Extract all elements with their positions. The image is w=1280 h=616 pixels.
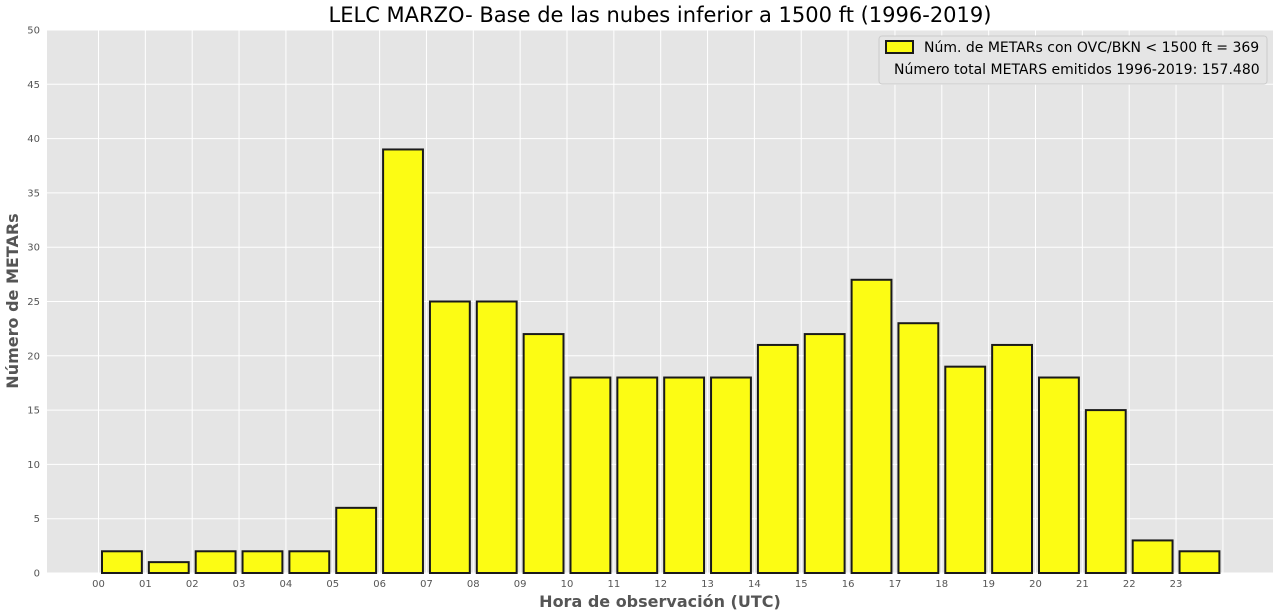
bar [663, 376, 706, 574]
x-tick-label: 11 [607, 579, 620, 590]
x-tick-label: 00 [92, 579, 105, 590]
x-tick-label: 18 [935, 579, 948, 590]
x-tick-label: 02 [186, 579, 199, 590]
legend-note: Número total METARS emitidos 1996-2019: … [894, 62, 1260, 78]
legend-series-label: Núm. de METARs con OVC/BKN < 1500 ft = 3… [924, 40, 1259, 56]
bar [944, 365, 987, 574]
x-tick-label: 22 [1123, 579, 1136, 590]
x-tick-label: 16 [842, 579, 855, 590]
x-tick-label: 17 [889, 579, 902, 590]
bar [1084, 409, 1127, 574]
bar [1178, 550, 1221, 575]
y-tick-label: 40 [27, 134, 40, 145]
x-axis-ticks: 00 01 02 03 04 05 06 07 08 09 10 11 12 13 14 15 16 17 18 19… [92, 579, 1182, 590]
bar [756, 343, 799, 574]
x-tick-label: 21 [1076, 579, 1089, 590]
legend-frame [878, 35, 1268, 85]
legend-swatch [885, 40, 914, 54]
bar [241, 550, 284, 575]
bar [850, 278, 893, 574]
x-tick-label: 09 [514, 579, 527, 590]
y-tick-label: 5 [34, 514, 40, 525]
bar [897, 322, 940, 574]
bar [475, 300, 518, 574]
y-tick-label: 20 [27, 351, 40, 362]
x-tick-label: 10 [561, 579, 574, 590]
y-tick-label: 45 [27, 80, 40, 91]
y-tick-label: 10 [27, 460, 40, 471]
x-tick-label: 01 [139, 579, 152, 590]
bar [147, 561, 190, 575]
x-tick-label: 23 [1170, 579, 1183, 590]
grid-lines [47, 29, 1273, 574]
x-tick-label: 06 [373, 579, 386, 590]
bar [101, 550, 143, 575]
x-tick-label: 08 [467, 579, 480, 590]
x-tick-label: 05 [326, 579, 339, 590]
x-tick-label: 07 [420, 579, 433, 590]
x-tick-label: 13 [701, 579, 714, 590]
x-tick-label: 04 [280, 579, 293, 590]
x-tick-label: 14 [748, 579, 761, 590]
y-tick-label: 25 [27, 297, 40, 308]
bar [335, 506, 378, 574]
bar [288, 550, 331, 575]
y-tick-label: 50 [27, 26, 40, 37]
x-tick-label: 20 [1029, 579, 1042, 590]
bar [710, 376, 752, 574]
bar [616, 376, 659, 574]
y-axis-ticks: 0 5 10 15 20 25 30 35 40 45 50 [27, 26, 40, 580]
y-tick-label: 35 [27, 188, 40, 199]
y-axis-label: Número de METARs [3, 213, 22, 388]
y-tick-label: 30 [27, 243, 40, 254]
y-tick-label: 0 [34, 569, 40, 580]
bars [101, 148, 1221, 575]
bar [382, 148, 424, 575]
bar [522, 333, 565, 574]
x-tick-label: 19 [982, 579, 995, 590]
bar [991, 343, 1034, 574]
x-tick-label: 15 [795, 579, 808, 590]
x-tick-label: 12 [654, 579, 667, 590]
x-tick-label: 03 [233, 579, 246, 590]
x-axis-label: Hora de observación (UTC) [539, 592, 781, 611]
bar [428, 300, 471, 574]
bar [194, 550, 237, 575]
bar [569, 376, 612, 574]
bar [1131, 539, 1174, 574]
chart-title: LELC MARZO- Base de las nubes inferior a… [329, 3, 992, 27]
legend: Núm. de METARs con OVC/BKN < 1500 ft = 3… [878, 35, 1268, 85]
y-tick-label: 15 [27, 406, 40, 417]
bar [1038, 376, 1080, 574]
bar [803, 333, 846, 574]
